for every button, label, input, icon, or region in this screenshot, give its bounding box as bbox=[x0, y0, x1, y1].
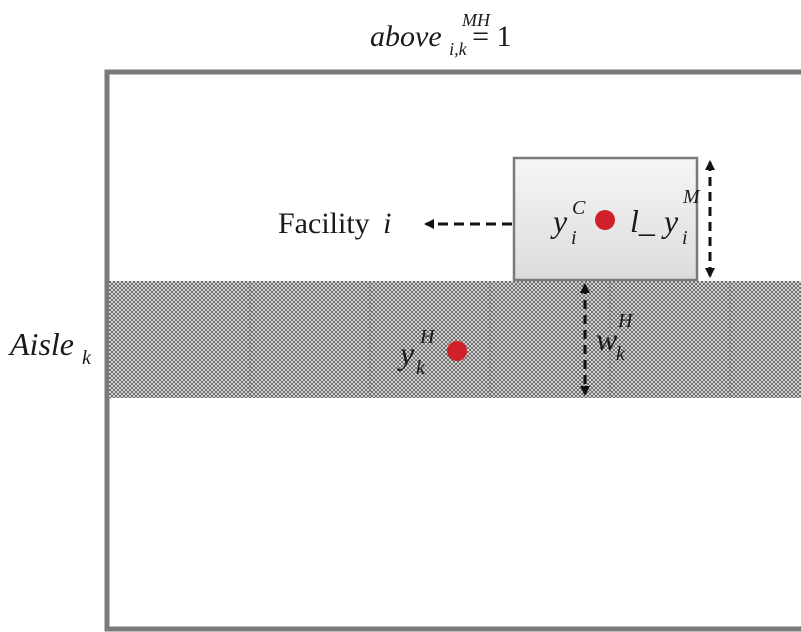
aisle-center-marker bbox=[447, 341, 467, 361]
facility-length-sup: M bbox=[682, 186, 701, 208]
aisle-center-sub: k bbox=[416, 357, 426, 379]
title-base: above bbox=[370, 20, 442, 53]
facility-label-var: i bbox=[383, 207, 391, 240]
facility-center-sup: C bbox=[572, 197, 586, 219]
facility-length-sub: i bbox=[682, 227, 688, 249]
title-formula: above i,k = 1 bbox=[370, 20, 512, 62]
aisle-width-sub: k bbox=[616, 343, 626, 365]
aisle-band-dots bbox=[249, 283, 731, 396]
facility-length-var: y bbox=[661, 203, 679, 239]
title-superscript: MH bbox=[461, 10, 491, 30]
title-subscript: i,k bbox=[449, 39, 468, 59]
aisle-center-var: y bbox=[397, 335, 415, 371]
title-equals: = 1 bbox=[472, 20, 511, 53]
aisle-label-base: Aisle bbox=[8, 326, 74, 362]
layout-frame bbox=[104, 69, 801, 632]
aisle-center-sup: H bbox=[419, 326, 436, 348]
facility-center-marker bbox=[595, 210, 615, 230]
aisle-width-var: w bbox=[596, 321, 618, 357]
facility-label-text: Facility bbox=[278, 207, 370, 240]
facility-label: Facility i bbox=[278, 207, 392, 240]
facility-center-sub: i bbox=[571, 227, 577, 249]
aisle-band bbox=[109, 281, 801, 398]
facility-length-prefix: l_ bbox=[630, 203, 656, 239]
aisle-width-sup: H bbox=[617, 310, 634, 332]
facility-center-var: y bbox=[550, 203, 568, 239]
aisle-label: Aisle k bbox=[8, 326, 92, 369]
aisle-label-sub: k bbox=[82, 347, 92, 369]
